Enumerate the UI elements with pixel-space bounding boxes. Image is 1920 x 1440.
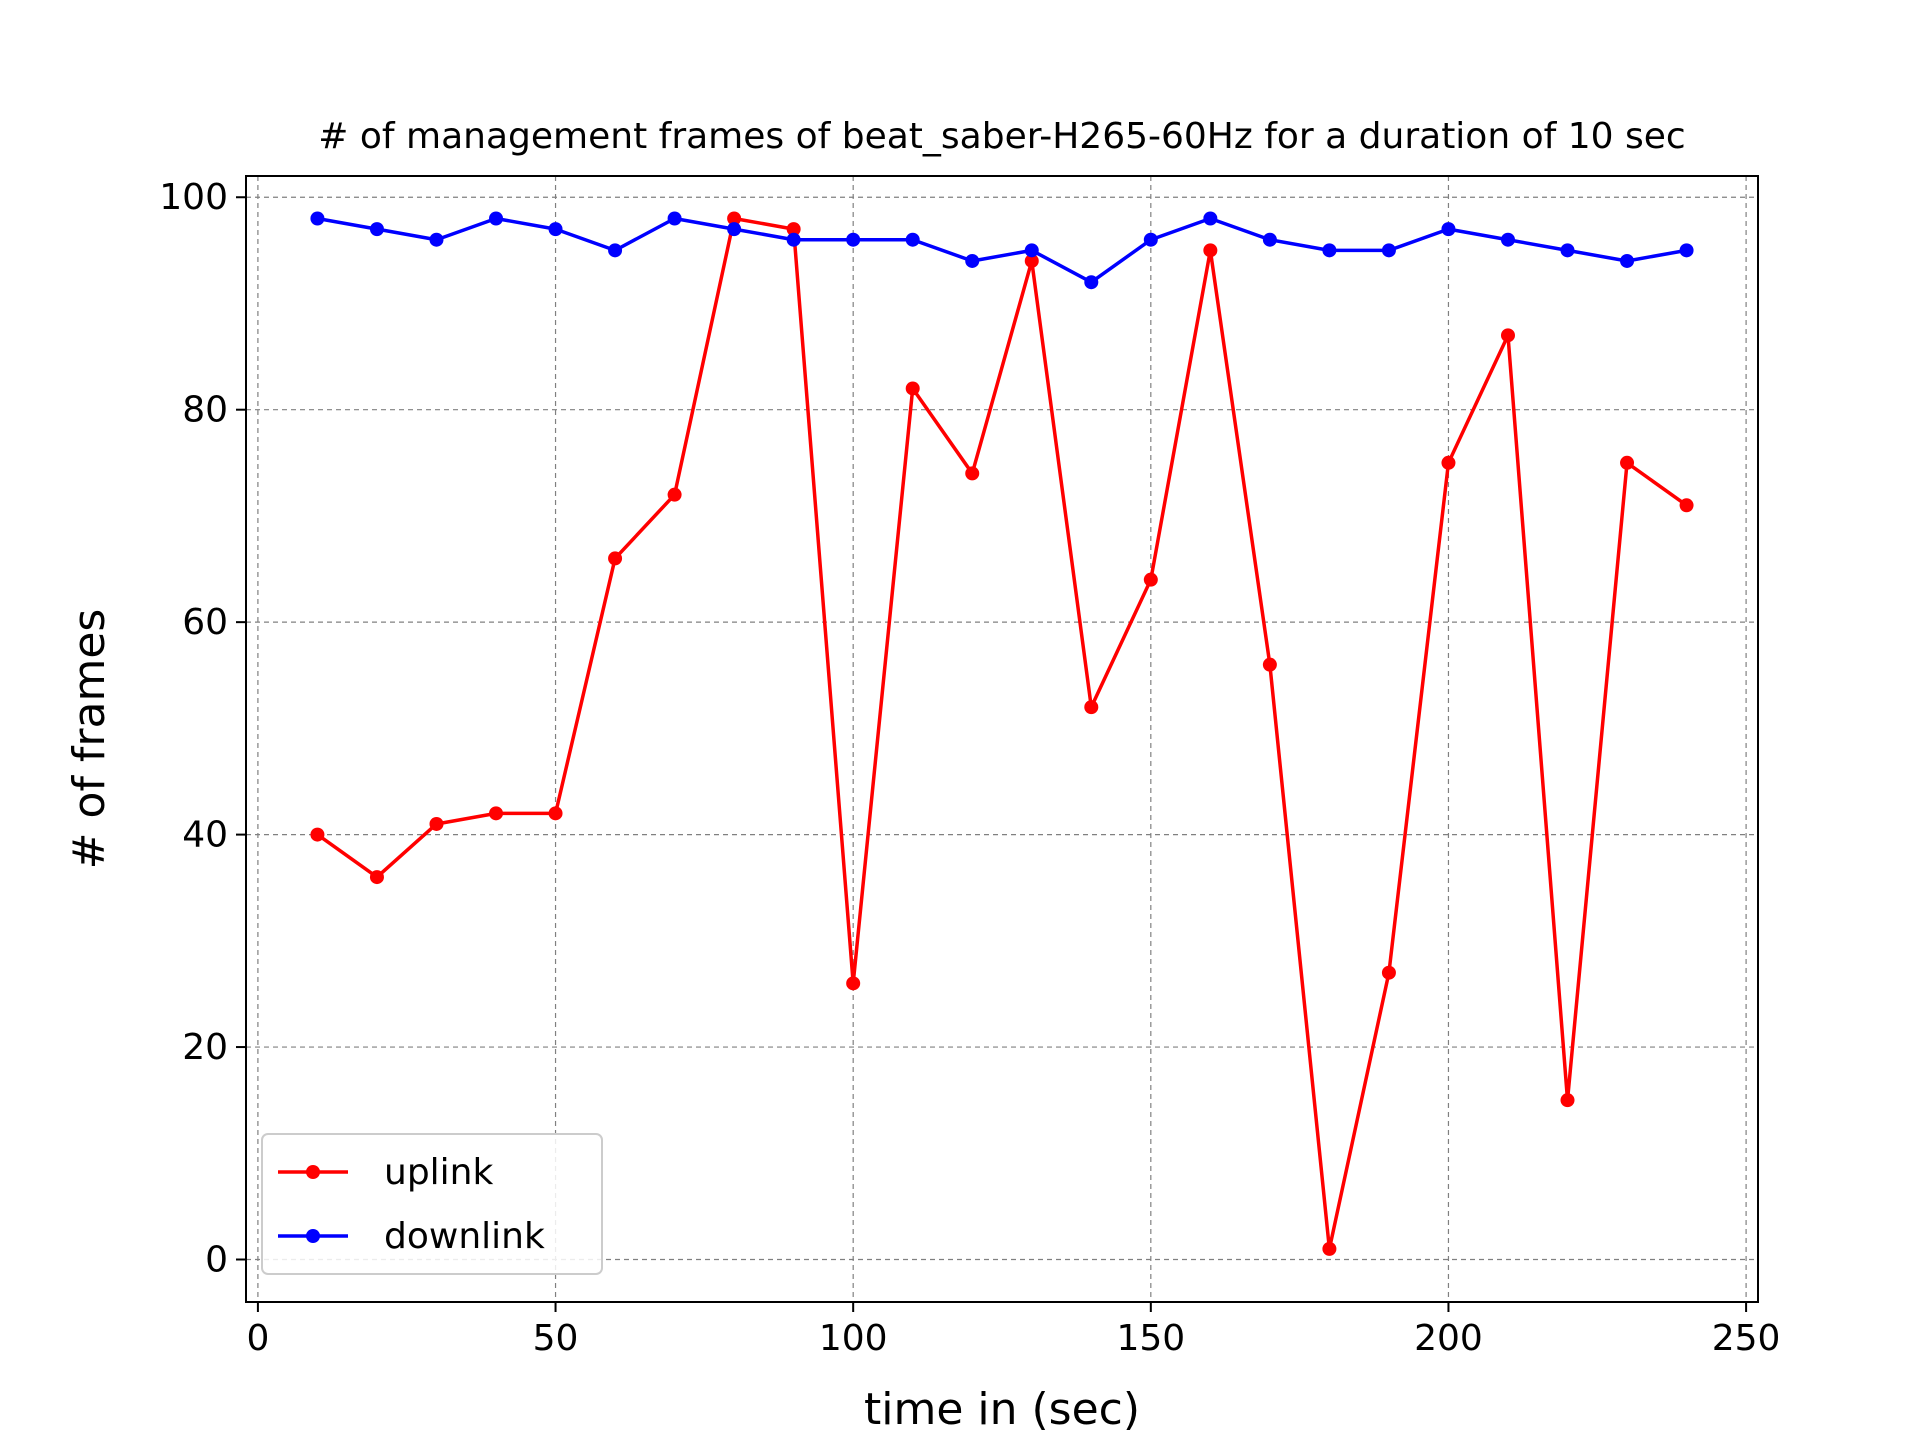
y-tick-label: 20 xyxy=(182,1027,228,1068)
grid xyxy=(246,176,1758,1302)
uplink-point xyxy=(727,211,742,226)
x-tick-label: 150 xyxy=(1116,1318,1185,1359)
y-tick-label: 60 xyxy=(182,602,228,643)
downlink-point xyxy=(429,232,444,247)
uplink-point xyxy=(1143,572,1158,587)
axis-ticks: 0 50 100 150 200 250 0 20 40 60 80 100 xyxy=(159,177,1780,1359)
downlink-point xyxy=(727,222,742,237)
legend-item-downlink: downlink xyxy=(278,1216,545,1257)
legend-item-uplink: uplink xyxy=(278,1152,493,1193)
legend-swatch-marker xyxy=(306,1165,320,1179)
legend-label: uplink xyxy=(384,1152,493,1193)
downlink-point xyxy=(1381,243,1396,258)
downlink-point xyxy=(369,222,384,237)
uplink-point xyxy=(905,381,920,396)
uplink-point xyxy=(1620,455,1635,470)
legend-label: downlink xyxy=(384,1216,545,1257)
downlink-point xyxy=(846,232,861,247)
uplink-point xyxy=(310,827,325,842)
uplink-point xyxy=(1560,1093,1575,1108)
downlink-point xyxy=(489,211,504,226)
uplink-point xyxy=(1441,455,1456,470)
uplink-point xyxy=(965,466,980,481)
uplink-point xyxy=(1203,243,1218,258)
uplink-point xyxy=(369,870,384,885)
legend: uplink downlink xyxy=(261,1133,603,1275)
downlink-point xyxy=(1262,232,1277,247)
downlink-point xyxy=(786,232,801,247)
y-tick-label: 0 xyxy=(205,1240,228,1281)
uplink-point xyxy=(489,806,504,821)
uplink-point xyxy=(1381,965,1396,980)
legend-box xyxy=(261,1133,603,1275)
uplink-point xyxy=(1679,498,1694,513)
chart-title: # of management frames of beat_saber-H26… xyxy=(318,116,1685,157)
x-tick-label: 250 xyxy=(1712,1318,1781,1359)
uplink-line xyxy=(316,216,1688,1251)
downlink-point xyxy=(1441,222,1456,237)
downlink-point xyxy=(1679,243,1694,258)
downlink-point xyxy=(1500,232,1515,247)
uplink-point xyxy=(608,551,623,566)
uplink-point xyxy=(667,487,682,502)
uplink-point xyxy=(429,816,444,831)
legend-swatch-marker xyxy=(306,1229,320,1243)
uplink-point xyxy=(1322,1241,1337,1256)
downlink-point xyxy=(548,222,563,237)
downlink-point xyxy=(310,211,325,226)
uplink-point xyxy=(846,976,861,991)
uplink-point xyxy=(1084,700,1099,715)
downlink-point xyxy=(667,211,682,226)
x-tick-label: 0 xyxy=(246,1318,269,1359)
series-layer xyxy=(310,211,1694,1256)
y-axis-label: # of frames xyxy=(64,609,115,870)
x-tick-label: 200 xyxy=(1414,1318,1483,1359)
y-tick-label: 80 xyxy=(182,390,228,431)
downlink-point xyxy=(1143,232,1158,247)
downlink-point xyxy=(965,253,980,268)
downlink-point xyxy=(1560,243,1575,258)
uplink-point xyxy=(548,806,563,821)
downlink-point xyxy=(1322,243,1337,258)
x-tick-label: 50 xyxy=(533,1318,579,1359)
downlink-point xyxy=(1024,243,1039,258)
y-tick-label: 100 xyxy=(159,177,228,218)
x-tick-label: 100 xyxy=(819,1318,888,1359)
downlink-point xyxy=(608,243,623,258)
uplink-point xyxy=(786,222,801,237)
downlink-point xyxy=(1203,211,1218,226)
downlink-point xyxy=(905,232,920,247)
uplink-point xyxy=(1024,253,1039,268)
series-uplink xyxy=(310,211,1694,1256)
downlink-point xyxy=(1620,253,1635,268)
downlink-point xyxy=(1084,275,1099,290)
series-downlink xyxy=(310,211,1694,290)
uplink-point xyxy=(1262,657,1277,672)
y-tick-label: 40 xyxy=(182,815,228,856)
plot-frame xyxy=(245,175,1759,1303)
x-axis-label: time in (sec) xyxy=(864,1384,1140,1435)
uplink-point xyxy=(1500,328,1515,343)
downlink-line xyxy=(317,216,1687,284)
